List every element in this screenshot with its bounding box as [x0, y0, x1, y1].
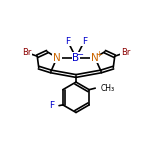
- Text: −: −: [76, 50, 83, 59]
- Text: Br: Br: [22, 48, 31, 57]
- Text: N: N: [53, 53, 61, 63]
- Text: N: N: [91, 53, 99, 63]
- Text: F: F: [65, 36, 70, 46]
- Text: B: B: [73, 53, 79, 63]
- Text: F: F: [82, 36, 87, 46]
- Text: CH₃: CH₃: [101, 84, 115, 93]
- Text: F: F: [49, 101, 54, 110]
- Text: +: +: [95, 50, 102, 59]
- Text: Br: Br: [121, 48, 130, 57]
